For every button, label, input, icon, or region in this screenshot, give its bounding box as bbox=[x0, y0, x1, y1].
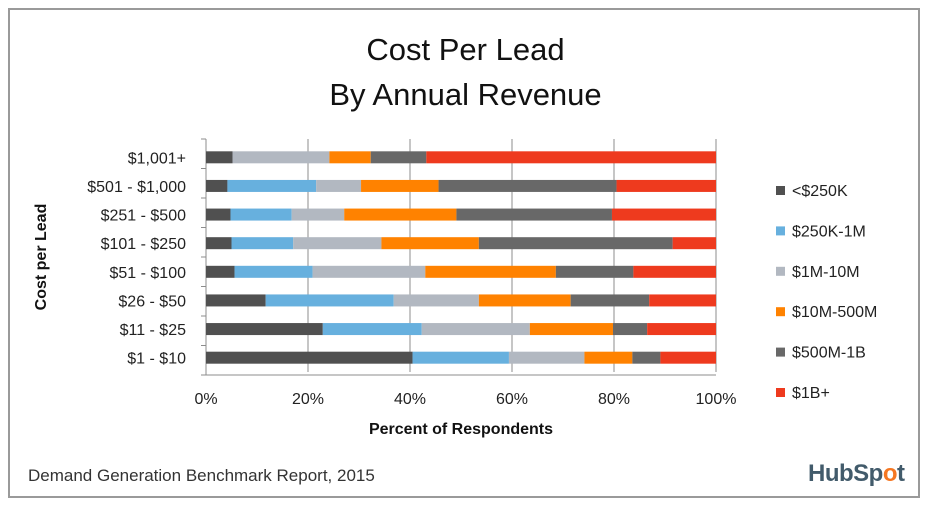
chart-frame bbox=[8, 8, 920, 498]
bar-segment bbox=[206, 294, 266, 307]
bar-segment bbox=[529, 323, 613, 336]
bar-segment bbox=[206, 237, 232, 250]
bar-segment bbox=[234, 265, 313, 278]
y-axis-label: Cost per Lead bbox=[33, 204, 50, 311]
bar-segment bbox=[570, 294, 650, 307]
bar-segment bbox=[231, 237, 294, 250]
bar-segment bbox=[438, 179, 617, 192]
bar-segment bbox=[584, 351, 633, 364]
legend-label: $10M-500M bbox=[792, 304, 877, 321]
legend-swatch bbox=[776, 186, 785, 195]
bar-segment bbox=[230, 208, 292, 221]
legend-label: $1B+ bbox=[792, 385, 830, 402]
bar-segment bbox=[206, 208, 231, 221]
y-tick-label: $251 - $500 bbox=[101, 208, 187, 225]
y-tick-label: $101 - $250 bbox=[101, 236, 187, 253]
legend-swatch bbox=[776, 266, 785, 276]
hubspot-logo: HubSpot bbox=[808, 460, 905, 487]
bar-segment bbox=[478, 294, 571, 307]
y-tick-label: $26 - $50 bbox=[118, 293, 186, 310]
bar-segment bbox=[555, 265, 634, 278]
bar-segment bbox=[616, 179, 716, 192]
bar-segment bbox=[611, 208, 716, 221]
bar-segment bbox=[291, 208, 345, 221]
bar-segment bbox=[206, 151, 233, 164]
bar-segment bbox=[227, 179, 317, 192]
bar-segment bbox=[612, 323, 648, 336]
y-tick-label: $501 - $1,000 bbox=[87, 179, 186, 196]
bar-segment bbox=[206, 323, 323, 336]
legend-swatch bbox=[776, 226, 785, 236]
x-tick-label: 0% bbox=[194, 391, 217, 408]
x-tick-label: 40% bbox=[394, 391, 426, 408]
bar-segment bbox=[660, 351, 716, 364]
x-tick-label: 20% bbox=[292, 391, 324, 408]
bar-segment bbox=[672, 237, 716, 250]
legend-label: $250K-1M bbox=[792, 223, 866, 240]
bar-segment bbox=[633, 265, 716, 278]
source-footer: Demand Generation Benchmark Report, 2015 bbox=[28, 466, 375, 485]
legend-label: $1M-10M bbox=[792, 264, 860, 281]
bar-segment bbox=[316, 179, 362, 192]
legend-swatch bbox=[776, 307, 785, 317]
bar-segment bbox=[344, 208, 457, 221]
bar-segment bbox=[232, 151, 330, 164]
bar-segment bbox=[649, 294, 716, 307]
y-tick-label: $51 - $100 bbox=[109, 265, 186, 282]
bar-segment bbox=[293, 237, 382, 250]
x-tick-label: 60% bbox=[496, 391, 528, 408]
chart-title-line-1: Cost Per Lead bbox=[366, 32, 565, 67]
bar-segment bbox=[329, 151, 371, 164]
legend-swatch bbox=[776, 388, 785, 397]
bar-segment bbox=[206, 351, 413, 364]
bar-segment bbox=[265, 294, 394, 307]
bar-segment bbox=[426, 151, 716, 164]
bar-segment bbox=[381, 237, 479, 250]
bar-segment bbox=[322, 323, 422, 336]
bar-segment bbox=[393, 294, 479, 307]
y-tick-label: $1,001+ bbox=[128, 150, 186, 167]
legend-label: <$250K bbox=[792, 183, 848, 200]
bar-segment bbox=[312, 265, 426, 278]
bar-segment bbox=[206, 265, 235, 278]
bar-segment bbox=[425, 265, 556, 278]
bar-segment bbox=[632, 351, 661, 364]
y-tick-label: $1 - $10 bbox=[127, 351, 186, 368]
bar-segment bbox=[361, 179, 439, 192]
x-tick-label: 80% bbox=[598, 391, 630, 408]
legend-label: $500M-1B bbox=[792, 345, 866, 362]
bar-segment bbox=[421, 323, 530, 336]
x-tick-label: 100% bbox=[696, 391, 737, 408]
bar-segment bbox=[206, 179, 228, 192]
y-tick-label: $11 - $25 bbox=[120, 322, 187, 339]
bar-segment bbox=[370, 151, 427, 164]
bar-segment bbox=[412, 351, 509, 364]
x-axis-label: Percent of Respondents bbox=[369, 421, 553, 438]
bar-segment bbox=[647, 323, 716, 336]
chart-title-line-2: By Annual Revenue bbox=[329, 77, 602, 112]
legend-swatch bbox=[776, 347, 785, 357]
bar-segment bbox=[508, 351, 585, 364]
bar-segment bbox=[478, 237, 673, 250]
bar-segment bbox=[456, 208, 612, 221]
